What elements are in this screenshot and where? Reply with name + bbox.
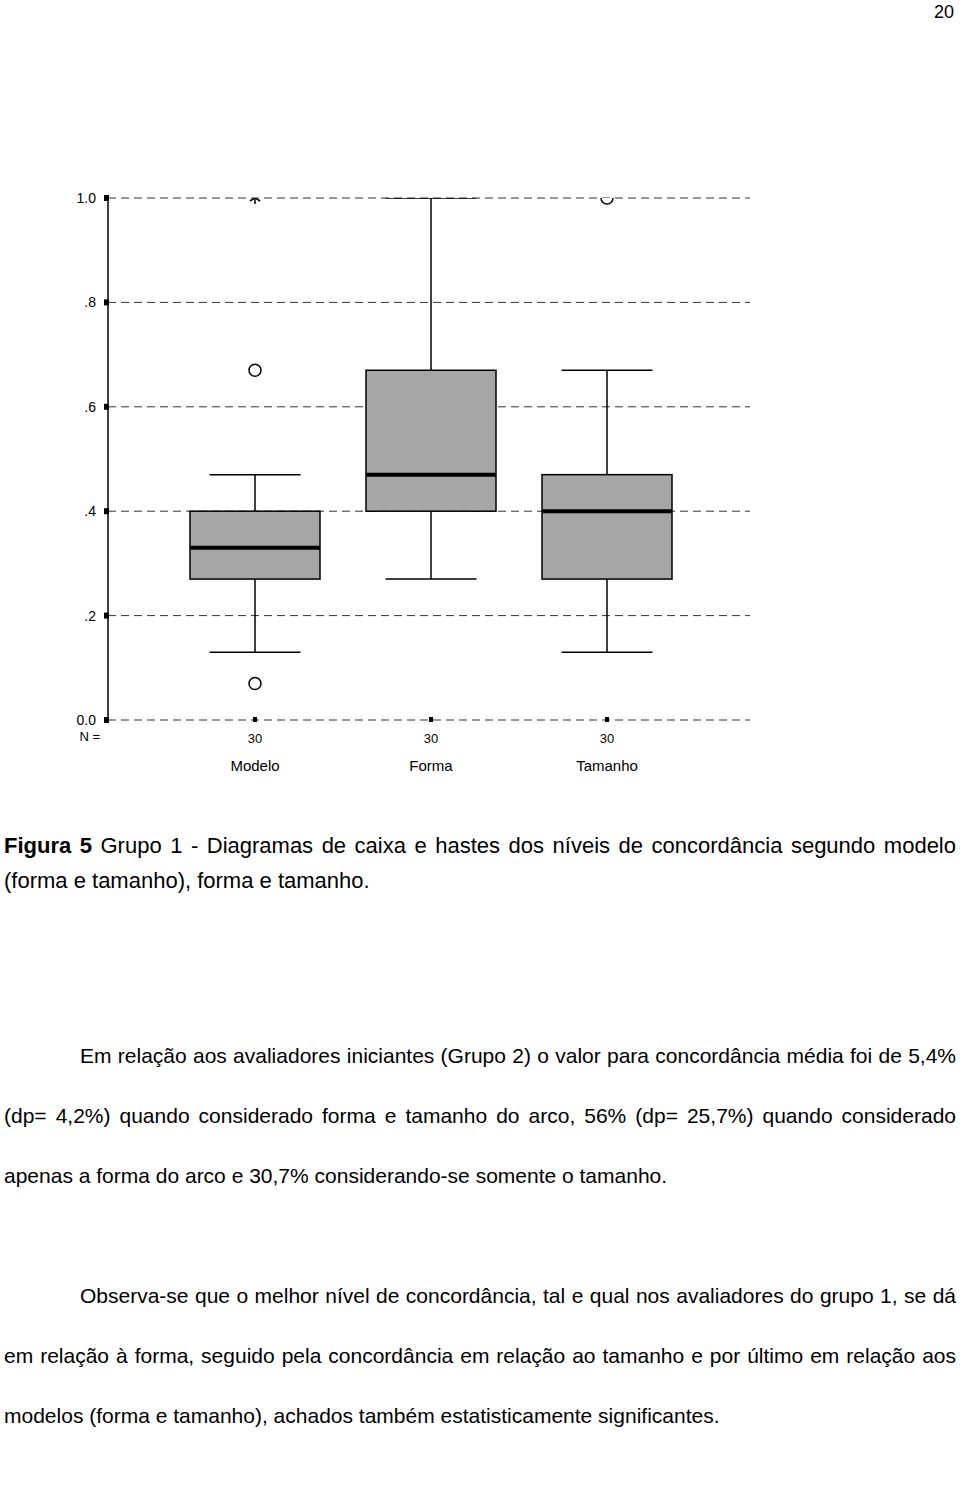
svg-text:Forma: Forma: [409, 757, 453, 774]
html-text:N =: N =: [79, 729, 100, 744]
svg-text:Tamanho: Tamanho: [576, 757, 638, 774]
svg-text:Modelo: Modelo: [230, 757, 279, 774]
svg-text:30: 30: [248, 731, 262, 746]
svg-text:.4: .4: [84, 503, 96, 519]
html-text:Observa-se que o melhor nível: Observa-se que o melhor nível de concord…: [4, 1284, 956, 1427]
html-text:Figura 5 Grupo 1 - Diagramas d: Figura 5 Grupo 1 - Diagramas de caixa e …: [4, 833, 956, 893]
svg-text:30: 30: [424, 731, 438, 746]
html-text:Em relação aos avaliadores ini: Em relação aos avaliadores iniciantes (G…: [4, 1044, 956, 1187]
svg-text:.6: .6: [84, 399, 96, 415]
svg-text:.2: .2: [84, 608, 96, 624]
svg-text:30: 30: [600, 731, 614, 746]
svg-text:0.0: 0.0: [77, 712, 97, 728]
html-text:20: 20: [934, 2, 954, 22]
svg-text:1.0: 1.0: [77, 190, 97, 206]
svg-text:.8: .8: [84, 294, 96, 310]
